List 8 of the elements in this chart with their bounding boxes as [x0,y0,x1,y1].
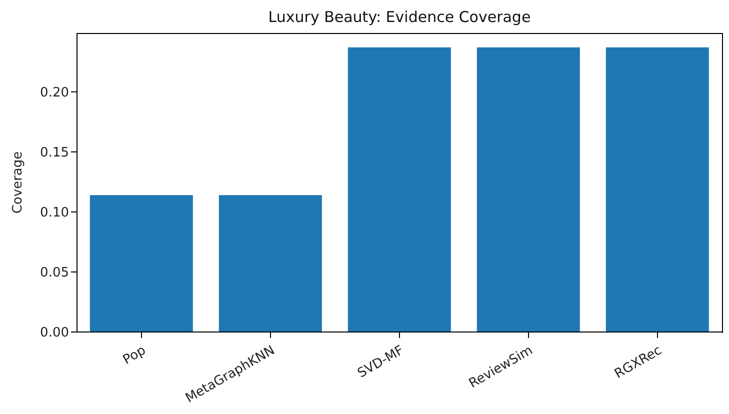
chart-title: Luxury Beauty: Evidence Coverage [267,8,532,26]
y-tick-label: 0.10 [40,206,69,221]
y-axis-title: Coverage [10,151,26,214]
y-tick-label: 0.15 [40,145,69,160]
y-tick-label: 0.20 [40,85,69,100]
y-tick-label: 0.05 [40,266,69,281]
y-tick-label: 0.00 [40,326,69,341]
x-tick-label: Pop [120,343,148,368]
